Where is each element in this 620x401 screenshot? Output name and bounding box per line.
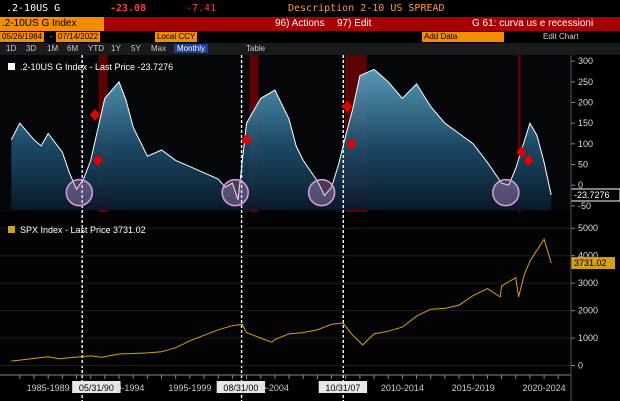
x-axis: 1985-1989 05/31/90 0-1994 1995-1999 08/31/00… (0, 374, 571, 393)
edit-menu[interactable]: 97) Edit (337, 18, 372, 29)
security-field[interactable]: .2-10US G Index (0, 17, 104, 31)
period-tabs: 1D 3D 1M 6M YTD 1Y 5Y Max Monthly Table (0, 43, 620, 55)
signal-marker-1 (92, 154, 103, 167)
lower-panel-background (0, 215, 571, 372)
signal-marker-2 (241, 133, 252, 146)
x-label-9: 2020-2024 (523, 383, 566, 393)
spx-tick-label-5: 0 (578, 361, 583, 371)
command-bar: 96) Actions 97) Edit G 61: curva us e re… (0, 17, 620, 31)
signal-marker-0 (89, 108, 100, 121)
x-label-4: 08/31/00 (223, 383, 258, 393)
recession-band-3 (517, 55, 521, 212)
end-date-field[interactable]: 07/14/2022 (56, 32, 101, 42)
x-label-2: 0-1994 (116, 383, 144, 393)
chart-area: 300 250 200 150 100 50 0 -50 .2-10US G Index - L… (0, 55, 620, 401)
spx-panel: 5000 4000 3000 2000 1000 0 SPX Index - Last Pr… (0, 223, 615, 371)
signal-marker-6 (523, 154, 534, 167)
tab-6m[interactable]: 6M (67, 44, 79, 53)
tab-max[interactable]: Max (151, 44, 167, 53)
signal-marker-5 (516, 146, 527, 159)
date-range-bar: 05/26/1984 - 07/14/2022 Local CCY Add Da… (0, 31, 620, 43)
inversion-circle-0 (65, 178, 94, 207)
inversion-circle-1 (221, 178, 249, 207)
spx-last-label: 3731.02 (574, 258, 607, 268)
tab-1d[interactable]: 1D (6, 44, 17, 53)
x-date-box-1 (72, 381, 121, 393)
signal-marker-4 (346, 137, 357, 150)
spread-tick-label-4: 100 (578, 139, 593, 149)
spx-legend: SPX Index - Last Price 3731.02 (20, 225, 146, 235)
tab-5y[interactable]: 5Y (131, 44, 141, 53)
spread-area (11, 69, 552, 211)
spread-line (10, 68, 552, 200)
x-label-3: 1995-1999 (168, 383, 211, 393)
table-button[interactable]: Table (246, 44, 266, 53)
x-label-7: 2010-2014 (381, 383, 424, 393)
inversion-circle-3 (492, 178, 520, 207)
x-label-1: 05/31/90 (79, 383, 114, 393)
spx-last-box (571, 257, 615, 270)
spx-tick-label-3: 2000 (578, 306, 598, 316)
spread-tick-label-6: 0 (578, 180, 583, 190)
spread-tick-label-2: 200 (578, 97, 593, 107)
start-date-field[interactable]: 05/26/1984 (0, 32, 45, 42)
last-price: -23.08 (110, 3, 147, 14)
net-change: -7.41 (186, 3, 217, 14)
x-label-6: 10/31/07 (325, 383, 360, 393)
frequency-select[interactable]: Monthly (174, 44, 209, 53)
date-separator: - (50, 32, 53, 41)
tab-1m[interactable]: 1M (47, 44, 59, 53)
actions-menu[interactable]: 96) Actions (275, 18, 325, 29)
tab-3d[interactable]: 3D (26, 44, 37, 53)
ticker-symbol: .2-10US G (6, 3, 61, 14)
spread-last-label: -23.7276 (574, 190, 610, 200)
spread-tick-label-7: -50 (578, 201, 591, 211)
spread-tick-label-5: 50 (578, 160, 588, 170)
spread-tick-label-1: 250 (578, 77, 593, 87)
spx-tick-label-4: 1000 (578, 333, 598, 343)
signal-marker-3 (342, 100, 353, 113)
spread-tick-label-3: 150 (578, 118, 593, 128)
x-label-5: 0-2004 (261, 383, 289, 393)
tab-1y[interactable]: 1Y (111, 44, 121, 53)
add-data-field[interactable]: Add Data (422, 32, 504, 42)
x-date-box-4 (216, 381, 266, 393)
spread-legend-swatch (8, 63, 15, 70)
x-date-box-6 (318, 381, 368, 393)
ticker-bar: .2-10US G -23.08 -7.41 Description 2-10 … (0, 0, 620, 17)
security-description: Description 2-10 US SPREAD (288, 3, 445, 14)
function-title: G 61: curva us e recessioni (472, 18, 594, 29)
spx-legend-swatch (8, 226, 15, 233)
spread-tick-label-0: 300 (578, 56, 593, 66)
spx-line (11, 238, 552, 362)
currency-field[interactable]: Local CCY (155, 32, 198, 42)
security-field-text: .2-10US G Index (2, 18, 77, 29)
x-label-0: 1985-1989 (27, 383, 70, 393)
spx-tick-label-0: 5000 (578, 223, 598, 233)
spx-tick-label-1: 4000 (578, 251, 598, 261)
tab-ytd[interactable]: YTD (88, 44, 104, 53)
x-label-8: 2015-2019 (452, 383, 495, 393)
spx-tick-label-2: 3000 (578, 278, 598, 288)
inversion-circle-2 (307, 178, 336, 207)
edit-chart-button[interactable]: Edit Chart (543, 32, 579, 41)
spread-legend: .2-10US G Index - Last Price -23.7276 (20, 62, 173, 72)
